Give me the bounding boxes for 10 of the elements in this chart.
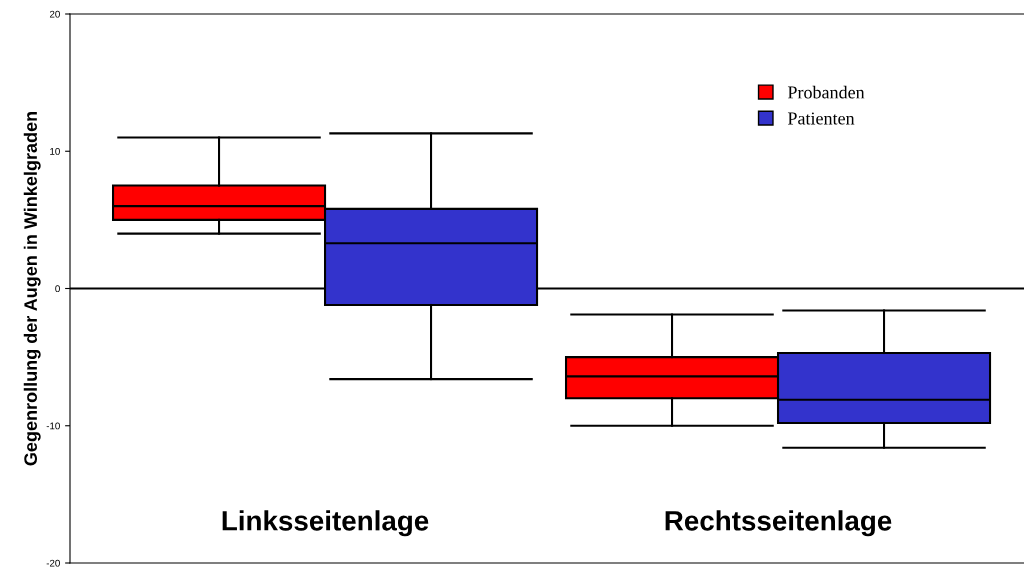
x-tick-label: Linksseitenlage bbox=[222, 510, 429, 537]
y-tick-label: 10 bbox=[50, 147, 60, 155]
legend-label: Probanden bbox=[787, 85, 865, 99]
legend-label: Patienten bbox=[787, 112, 855, 125]
y-tick-label: 20 bbox=[49, 10, 60, 18]
y-tick-label: -10 bbox=[46, 422, 60, 430]
x-tick-label: Rechtsseitenlage bbox=[665, 510, 892, 537]
y-tick-label: 0 bbox=[55, 285, 60, 293]
y-axis-title: Gegenrollung der Augen in Winkelgraden bbox=[23, 111, 41, 466]
y-tick-label: -20 bbox=[46, 559, 60, 567]
